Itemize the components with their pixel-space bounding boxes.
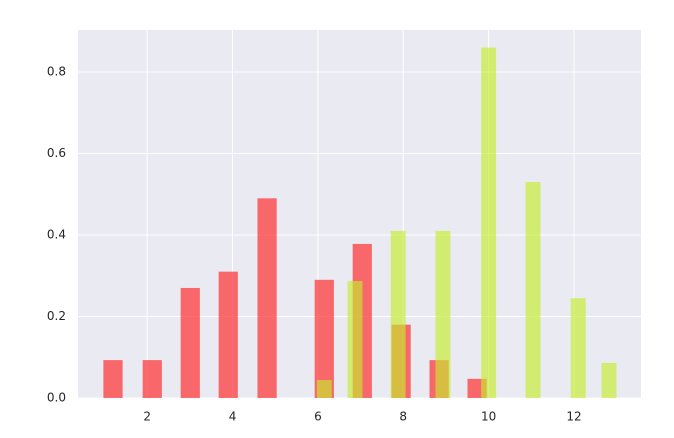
- bar: [435, 230, 451, 398]
- bar: [601, 362, 617, 398]
- bar: [316, 380, 332, 398]
- bar: [257, 198, 277, 398]
- bar: [347, 281, 363, 398]
- bar: [103, 360, 123, 398]
- bar: [142, 360, 162, 398]
- bar: [390, 230, 406, 398]
- bar: [314, 279, 334, 398]
- bar: [570, 298, 586, 398]
- y-tick-label: 0.4: [47, 227, 66, 241]
- bar: [180, 287, 200, 398]
- y-tick-label: 0.0: [47, 391, 66, 405]
- y-tick-label: 0.2: [47, 309, 66, 323]
- x-tick-label: 4: [229, 410, 237, 424]
- x-tick-label: 6: [314, 410, 322, 424]
- x-tick-label: 10: [481, 410, 496, 424]
- bar: [525, 182, 541, 398]
- y-tick-label: 0.8: [47, 64, 66, 78]
- x-tick-label: 8: [399, 410, 407, 424]
- y-tick-label: 0.6: [47, 146, 66, 160]
- x-tick-label: 2: [143, 410, 151, 424]
- x-tick-label: 12: [566, 410, 581, 424]
- bar: [481, 47, 497, 399]
- bar: [218, 271, 238, 398]
